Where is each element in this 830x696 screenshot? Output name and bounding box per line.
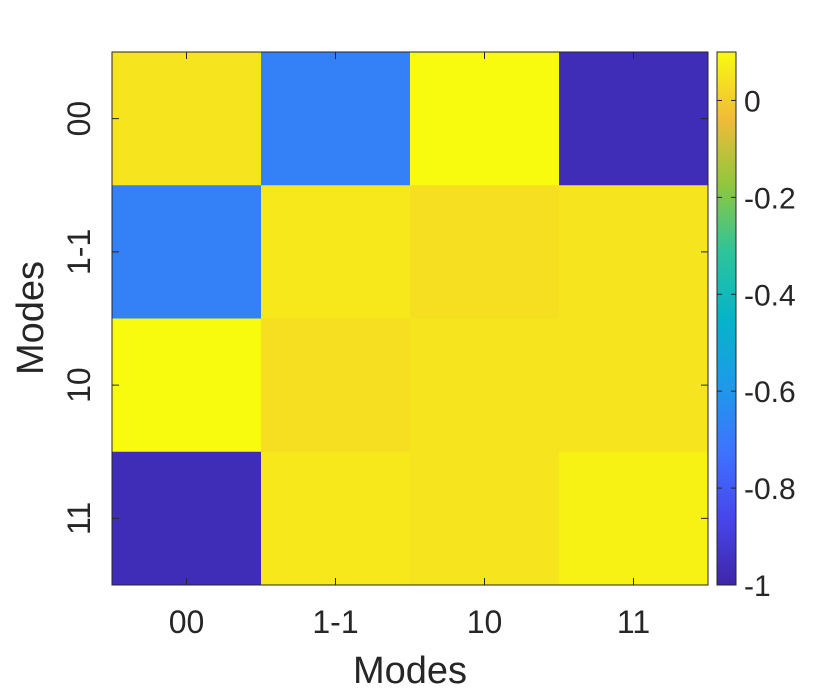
y-tick-label-1: 1-1 xyxy=(61,229,97,275)
colorbar-tick-label-1: -0.2 xyxy=(744,182,796,215)
heatmap-cells xyxy=(112,52,709,586)
x-tick-label-1: 1-1 xyxy=(312,604,358,640)
colorbar-tick-label-4: -0.8 xyxy=(744,473,796,506)
x-axis-ticks: 00 1-1 10 11 xyxy=(169,52,650,640)
colorbar-ticks: 0 -0.2 -0.4 -0.6 -0.8 -1 xyxy=(717,85,796,603)
colorbar-tick-label-5: -1 xyxy=(744,570,771,603)
x-axis-title: Modes xyxy=(353,650,467,692)
heatmap-cell-0-2 xyxy=(410,52,560,186)
x-tick-label-0: 00 xyxy=(169,604,205,640)
heatmap-cell-2-1 xyxy=(261,318,411,453)
heatmap-cell-2-3 xyxy=(559,318,709,453)
x-tick-label-2: 10 xyxy=(467,604,503,640)
colorbar xyxy=(716,51,737,586)
colorbar-tick-label-0: 0 xyxy=(744,85,761,118)
plot-frame xyxy=(111,51,709,586)
y-tick-label-0: 00 xyxy=(61,101,97,137)
y-axis-title: Modes xyxy=(10,261,52,375)
y-axis-ticks: 00 1-1 10 11 xyxy=(61,101,708,535)
colorbar-tick-label-3: -0.6 xyxy=(744,376,796,409)
colorbar-tick-label-2: -0.4 xyxy=(744,279,796,312)
heatmap-cell-0-0 xyxy=(112,52,262,186)
heatmap-cell-3-1 xyxy=(261,451,411,586)
heatmap-cell-2-0 xyxy=(112,318,262,453)
heatmap-cell-0-3 xyxy=(559,52,709,186)
y-tick-label-2: 10 xyxy=(61,367,97,403)
x-tick-label-3: 11 xyxy=(617,604,650,640)
heatmap-cell-1-0 xyxy=(112,185,262,319)
heatmap-cell-0-1 xyxy=(261,52,411,186)
heatmap-cell-2-2 xyxy=(410,318,560,453)
heatmap-cell-3-2 xyxy=(410,451,560,586)
heatmap-cell-1-3 xyxy=(559,185,709,319)
y-tick-label-3: 11 xyxy=(61,502,97,535)
heatmap-cell-1-1 xyxy=(261,185,411,319)
heatmap-cell-3-3 xyxy=(559,451,709,586)
heatmap-cell-1-2 xyxy=(410,185,560,319)
heatmap-cell-3-0 xyxy=(112,451,262,586)
